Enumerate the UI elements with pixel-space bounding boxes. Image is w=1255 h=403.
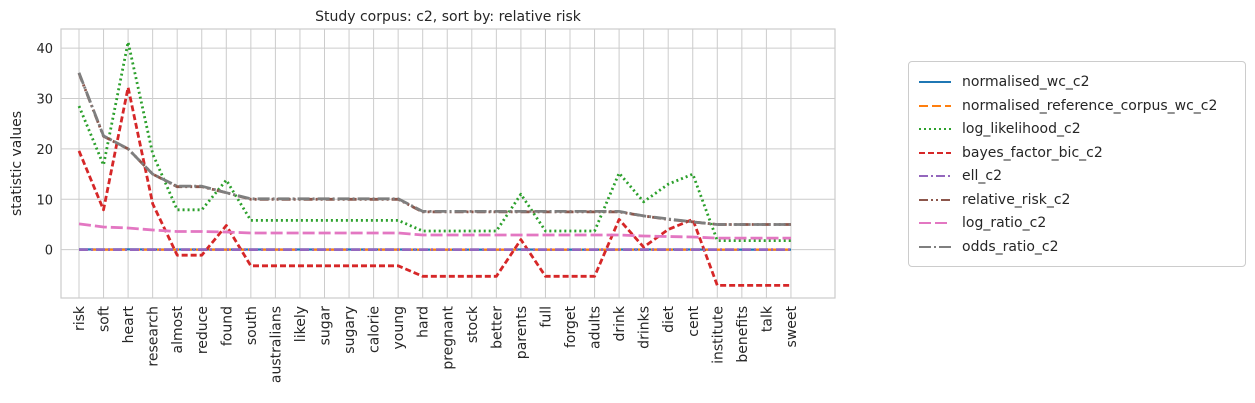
x-tick-label: pregnant xyxy=(440,305,456,369)
y-ticks: 0 10 20 30 40 xyxy=(36,42,53,258)
x-tick-label: benefits xyxy=(735,306,751,363)
y-tick-label: 30 xyxy=(36,93,53,108)
x-tick-label: research xyxy=(146,306,162,367)
x-tick-label: soft xyxy=(97,305,113,332)
legend-label: normalised_reference_corpus_wc_c2 xyxy=(962,97,1218,114)
x-tick-label: calorie xyxy=(367,306,383,353)
x-tick-label: almost xyxy=(170,306,186,354)
x-tick-label: stock xyxy=(465,305,481,343)
x-tick-label: forget xyxy=(563,305,579,348)
legend-swatch xyxy=(919,222,951,224)
legend-swatch xyxy=(919,198,951,201)
legend-label: normalised_wc_c2 xyxy=(962,74,1090,90)
x-tick-label: cent xyxy=(686,306,702,337)
x-tick-label: sweet xyxy=(784,305,800,347)
y-tick-label: 10 xyxy=(36,193,53,208)
x-tick-label: drinks xyxy=(637,306,653,349)
legend-item: relative_risk_c2 xyxy=(909,190,1245,210)
x-tick-label: better xyxy=(489,306,505,349)
x-tick-label: diet xyxy=(661,306,677,333)
x-tick-label: reduce xyxy=(195,306,211,354)
x-tick-label: adults xyxy=(588,306,604,349)
legend-item: bayes_factor_bic_c2 xyxy=(909,143,1245,163)
x-tick-label: australians xyxy=(268,306,284,383)
legend-swatch xyxy=(919,151,951,154)
legend-item: log_ratio_c2 xyxy=(909,213,1245,233)
legend-swatch xyxy=(919,128,951,130)
legend-label: log_likelihood_c2 xyxy=(962,121,1081,137)
series-layer xyxy=(77,40,791,287)
x-tick-label: parents xyxy=(514,306,530,359)
legend-swatch xyxy=(919,245,951,248)
legend: normalised_wc_c2 normalised_reference_cor… xyxy=(908,61,1246,267)
series-line-odds_ratio_c2 xyxy=(77,72,791,226)
x-tick-label: sugary xyxy=(342,306,358,354)
x-tick-label: south xyxy=(244,306,260,345)
legend-label: odds_ratio_c2 xyxy=(962,238,1059,255)
x-tick-label: sugar xyxy=(318,306,334,346)
legend-item: odds_ratio_c2 xyxy=(909,237,1245,257)
legend-label: bayes_factor_bic_c2 xyxy=(962,144,1103,161)
plot-area xyxy=(60,28,836,299)
x-tick-label: heart xyxy=(121,305,137,343)
x-tick-label: hard xyxy=(416,306,432,338)
legend-item: normalised_wc_c2 xyxy=(909,72,1245,92)
x-tick-label: talk xyxy=(759,305,775,332)
legend-item: log_likelihood_c2 xyxy=(909,119,1245,139)
legend-label: log_ratio_c2 xyxy=(962,215,1047,231)
y-tick-label: 0 xyxy=(45,244,53,259)
y-tick-label: 40 xyxy=(36,42,53,57)
x-tick-label: young xyxy=(391,306,407,349)
series-line-log_ratio_c2 xyxy=(78,222,791,240)
legend-item: normalised_reference_corpus_wc_c2 xyxy=(909,96,1245,116)
x-tick-label: risk xyxy=(72,305,88,331)
x-tick-label: drink xyxy=(612,305,628,341)
y-axis-label: statistic values xyxy=(9,111,25,216)
x-tick-label: full xyxy=(538,306,554,328)
legend-swatch xyxy=(919,81,951,83)
x-tick-label: found xyxy=(219,306,235,346)
x-tick-label: institute xyxy=(710,306,726,364)
series-line-log_likelihood_c2 xyxy=(77,40,791,243)
series-line-bayes_factor_bic_c2 xyxy=(77,86,791,287)
x-ticks: risk soft heart research almost reduce found so… xyxy=(72,305,800,383)
legend-label: ell_c2 xyxy=(962,168,1002,184)
legend-swatch xyxy=(919,104,951,107)
legend-swatch xyxy=(919,175,951,177)
legend-item: ell_c2 xyxy=(909,166,1245,186)
legend-label: relative_risk_c2 xyxy=(962,191,1071,208)
x-tick-label: likely xyxy=(293,306,309,342)
y-tick-label: 20 xyxy=(36,143,53,158)
chart-title: Study corpus: c2, sort by: relative risk xyxy=(315,9,582,25)
